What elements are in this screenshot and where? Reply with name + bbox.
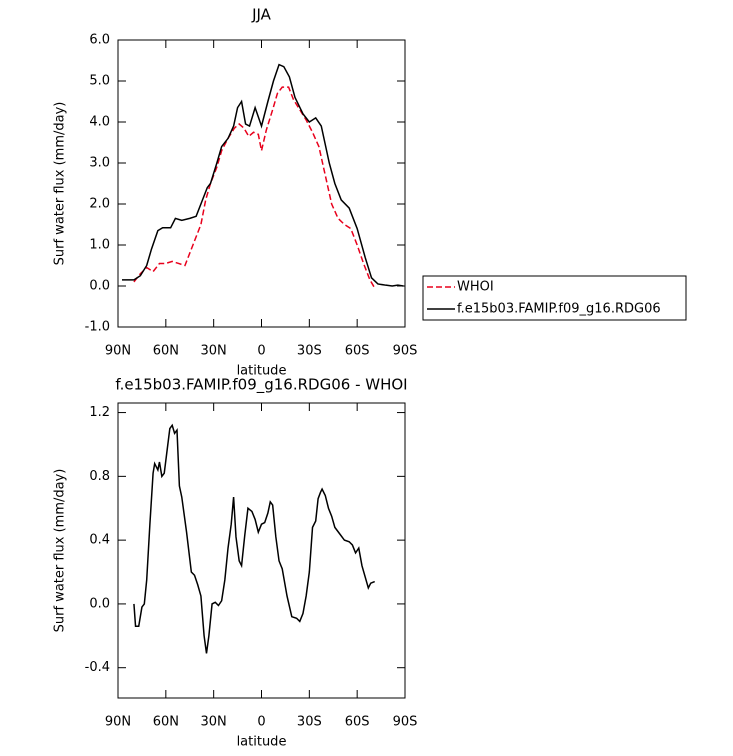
y-tick-label: 1.2 <box>89 405 110 420</box>
x-tick-label: 60S <box>345 344 370 359</box>
x-tick-label: 30S <box>297 344 322 359</box>
plot-frame <box>117 402 406 699</box>
y-tick-label: 0.0 <box>89 596 110 611</box>
x-tick-label: 30N <box>201 715 227 730</box>
chart-title: f.e15b03.FAMIP.f09_g16.RDG06 - WHOI <box>115 376 407 395</box>
x-tick-label: 60N <box>153 344 179 359</box>
legend-box <box>422 275 687 321</box>
x-tick-label: 90N <box>105 715 131 730</box>
data-line <box>133 86 376 289</box>
plot-frame <box>117 39 406 328</box>
x-tick-label: 60N <box>153 715 179 730</box>
chart-title: JJA <box>251 6 272 24</box>
x-tick-label: 90S <box>393 344 418 359</box>
y-tick-label: 0.0 <box>89 279 110 294</box>
y-axis-label: Surf water flux (mm/day) <box>53 469 68 633</box>
x-tick-label: 0 <box>257 344 265 359</box>
x-tick-label: 90S <box>393 715 418 730</box>
x-axis-label: latitude <box>237 735 287 750</box>
y-tick-label: 0.4 <box>89 533 110 548</box>
data-line <box>121 63 404 287</box>
y-tick-label: 0.8 <box>89 469 110 484</box>
y-tick-label: 2.0 <box>89 197 110 212</box>
x-tick-label: 90N <box>105 344 131 359</box>
x-tick-label: 60S <box>345 715 370 730</box>
x-axis-label: latitude <box>237 364 287 379</box>
y-tick-label: -0.4 <box>85 660 110 675</box>
data-line <box>133 423 375 654</box>
y-axis-label: Surf water flux (mm/day) <box>53 102 68 266</box>
legend-label: f.e15b03.FAMIP.f09_g16.RDG06 <box>457 302 661 317</box>
y-tick-label: 5.0 <box>89 74 110 89</box>
x-tick-label: 0 <box>257 715 265 730</box>
y-tick-label: 1.0 <box>89 238 110 253</box>
legend-label: WHOI <box>457 280 494 295</box>
y-tick-label: 6.0 <box>89 33 110 48</box>
y-tick-label: 3.0 <box>89 156 110 171</box>
y-tick-label: -1.0 <box>85 320 110 335</box>
y-tick-label: 4.0 <box>89 115 110 130</box>
x-tick-label: 30N <box>201 344 227 359</box>
x-tick-label: 30S <box>297 715 322 730</box>
